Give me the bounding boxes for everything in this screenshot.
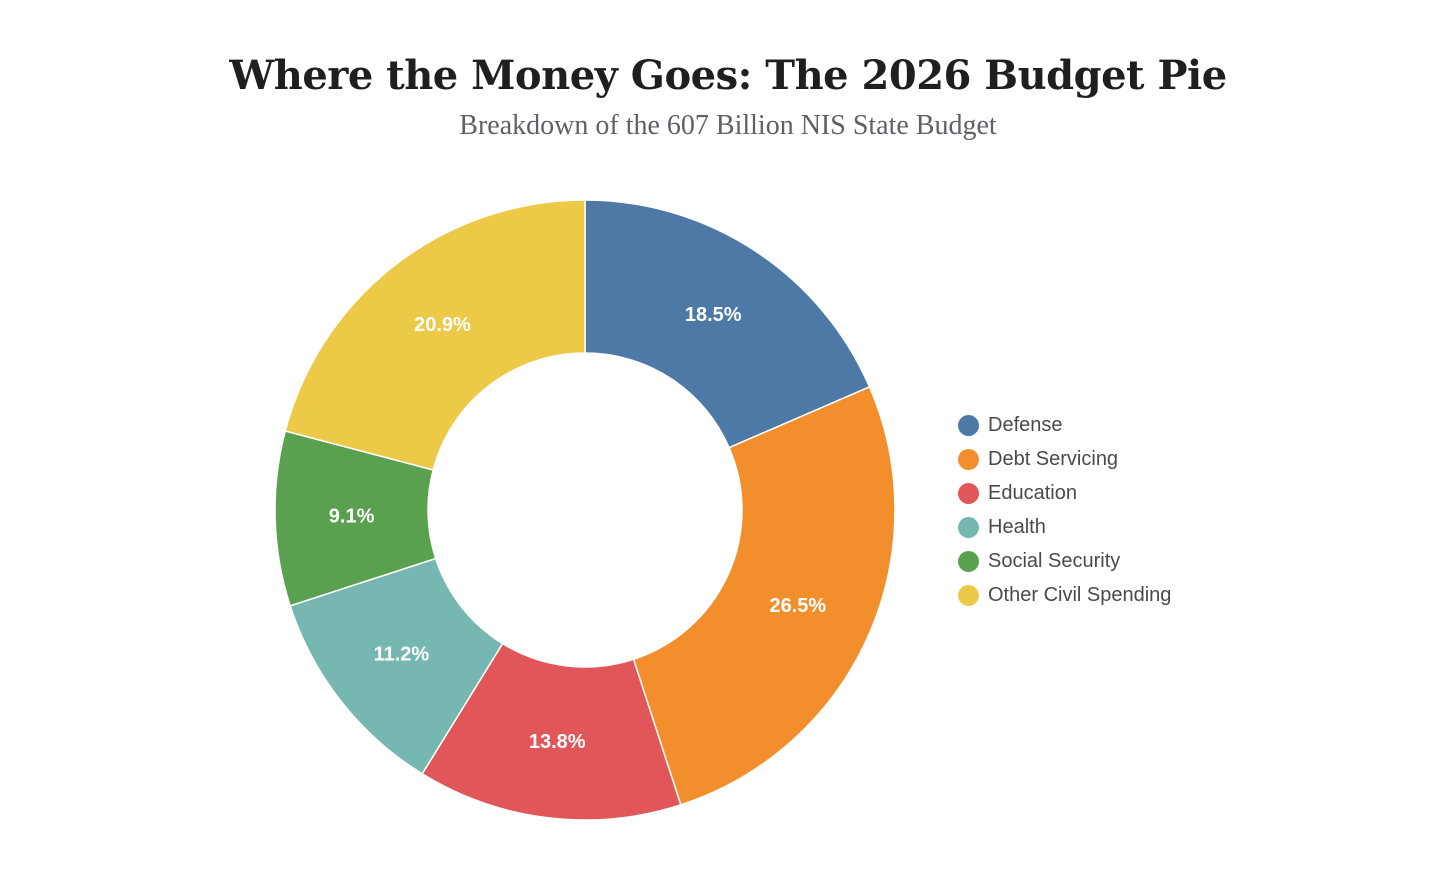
legend-swatch-other-civil-spending: [958, 584, 979, 606]
legend-label-social-security: Social Security: [988, 549, 1121, 572]
legend-item-social-security[interactable]: Social Security: [958, 544, 1171, 578]
legend-swatch-health: [958, 516, 979, 538]
slice-debt-servicing[interactable]: [632, 385, 896, 806]
legend-item-other-civil-spending[interactable]: Other Civil Spending: [958, 578, 1171, 612]
legend-label-defense: Defense: [988, 413, 1063, 436]
legend-item-debt-servicing[interactable]: Debt Servicing: [958, 442, 1171, 476]
slice-label-education: 13.8%: [529, 731, 586, 753]
legend-swatch-debt-servicing: [958, 448, 979, 470]
legend-swatch-social-security: [958, 550, 979, 572]
chart-subtitle: Breakdown of the 607 Billion NIS State B…: [459, 110, 997, 141]
slice-other-civil-spending[interactable]: [284, 199, 586, 471]
slice-label-health: 11.2%: [374, 643, 430, 665]
legend-item-defense[interactable]: Defense: [958, 408, 1171, 442]
slice-education[interactable]: [421, 642, 682, 821]
legend-item-education[interactable]: Education: [958, 476, 1171, 510]
slice-label-debt-servicing: 26.5%: [769, 595, 826, 617]
legend-item-health[interactable]: Health: [958, 510, 1171, 544]
slice-defense[interactable]: [584, 199, 871, 449]
legend-label-other-civil-spending: Other Civil Spending: [988, 583, 1172, 606]
legend-swatch-education: [958, 482, 979, 504]
slice-label-other-civil-spending: 20.9%: [414, 314, 471, 336]
slice-label-social-security: 9.1%: [329, 506, 375, 528]
slice-label-defense: 18.5%: [685, 304, 742, 326]
legend: Defense Debt Servicing Education Health …: [958, 408, 1171, 612]
chart-title: Where the Money Goes: The 2026 Budget Pi…: [229, 52, 1227, 99]
legend-label-education: Education: [988, 481, 1077, 504]
legend-label-debt-servicing: Debt Servicing: [988, 447, 1119, 470]
legend-swatch-defense: [958, 414, 979, 436]
legend-label-health: Health: [988, 515, 1046, 538]
